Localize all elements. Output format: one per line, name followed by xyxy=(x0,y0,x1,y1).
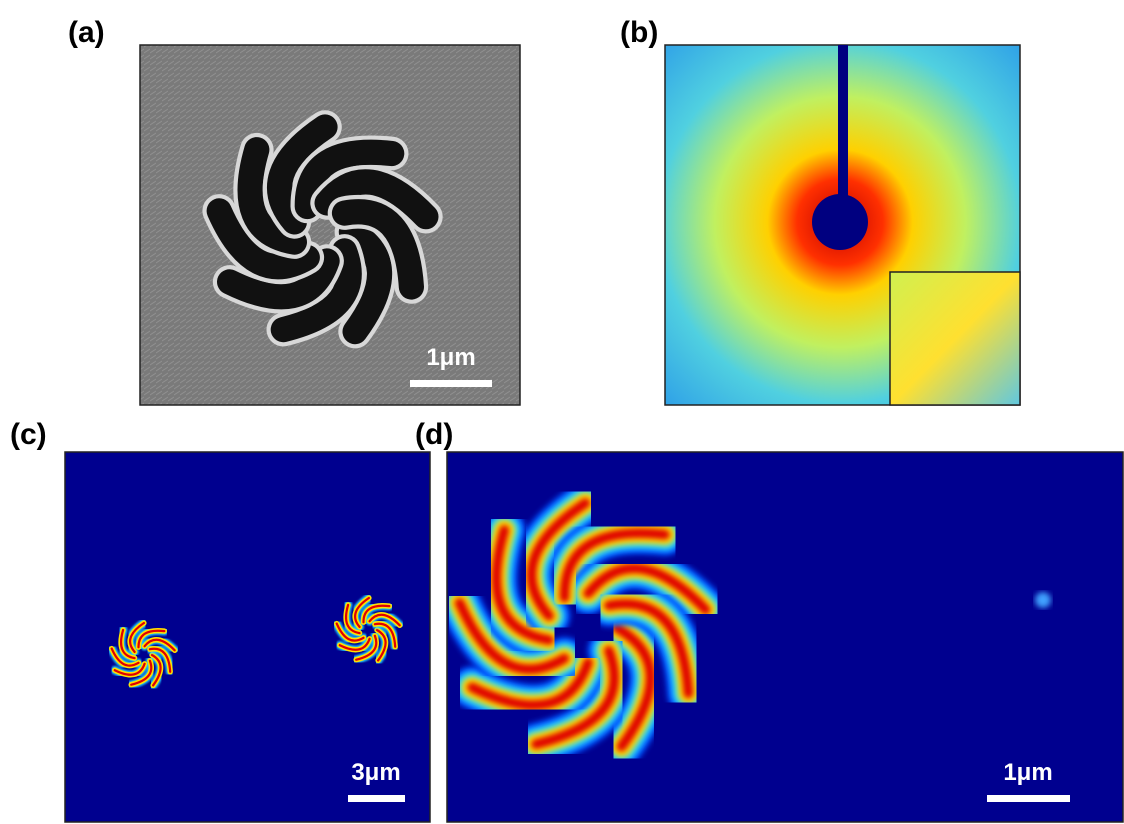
panel-label: (b) xyxy=(620,16,658,49)
panel-label: (a) xyxy=(68,16,105,49)
panel-label: (d) xyxy=(415,418,453,451)
point-source xyxy=(1035,592,1051,608)
inset xyxy=(890,272,1020,405)
scale-label: 1μm xyxy=(1003,759,1052,786)
beam-stop xyxy=(812,194,868,250)
panel-label: (c) xyxy=(10,418,47,451)
scale-bar xyxy=(410,380,492,387)
scale-bar xyxy=(348,795,405,802)
scale-bar xyxy=(987,795,1070,802)
scale-label: 3μm xyxy=(351,759,400,786)
figure: 1μm (a) (b) 3μm (c) 1μm (d) xyxy=(0,0,1124,824)
scale-label: 1μm xyxy=(426,344,475,371)
beam-stop-arm xyxy=(838,45,848,205)
